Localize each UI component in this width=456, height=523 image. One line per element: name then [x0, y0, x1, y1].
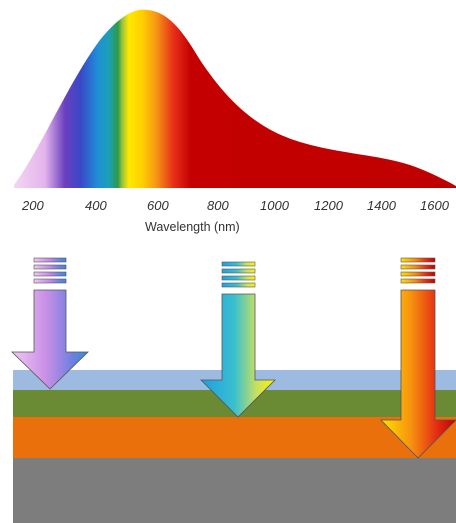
tick-1400: 1400: [367, 198, 397, 213]
tick-1000: 1000: [260, 198, 290, 213]
layer-orange: [13, 417, 456, 458]
tick-800: 800: [207, 198, 229, 213]
arrow-uv: [11, 257, 89, 390]
spectrum-curve: [14, 9, 456, 189]
axis-label: Wavelength (nm): [145, 220, 240, 234]
arrow-visible: [200, 261, 276, 418]
tick-1600: 1600: [420, 198, 450, 213]
tick-1200: 1200: [314, 198, 344, 213]
arrow-infrared: [380, 257, 456, 459]
tick-400: 400: [85, 198, 107, 213]
tick-600: 600: [147, 198, 169, 213]
layer-gray: [13, 458, 456, 523]
tick-200: 200: [21, 198, 44, 213]
